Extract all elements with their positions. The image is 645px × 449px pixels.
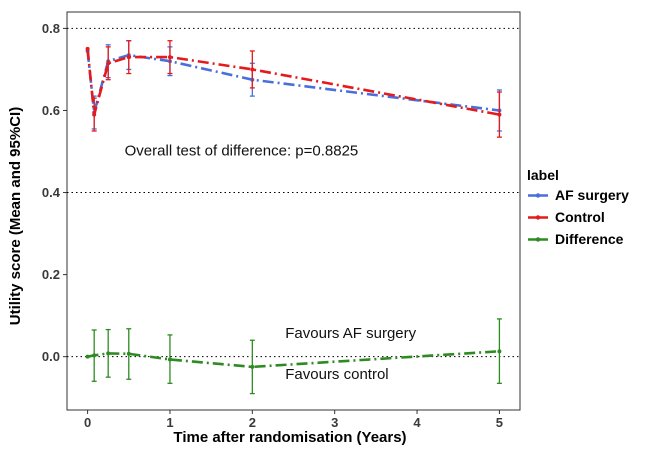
data-point (85, 354, 90, 359)
y-axis: 0.0 0.2 0.4 0.6 0.8 (42, 21, 67, 364)
data-point (106, 61, 111, 66)
legend: label AF surgery Control Difference (527, 167, 629, 247)
y-tick-label: 0.6 (42, 103, 60, 118)
legend-title: label (527, 167, 559, 183)
x-tick-label: 1 (166, 415, 173, 430)
series-control (85, 40, 502, 138)
legend-label: Control (555, 209, 605, 225)
annotations: Overall test of difference: p=0.8825 Favo… (125, 143, 417, 384)
annotation: Overall test of difference: p=0.8825 (125, 143, 359, 160)
y-tick-label: 0.2 (42, 267, 60, 282)
data-point (497, 349, 502, 354)
series-layer (85, 40, 502, 395)
x-tick-label: 2 (249, 415, 256, 430)
data-point (167, 55, 172, 60)
y-tick-label: 0.0 (42, 349, 60, 364)
data-point (92, 112, 97, 117)
data-point (92, 353, 97, 358)
y-axis-title: Utility score (Mean and 95%CI) (7, 107, 24, 325)
data-point (126, 55, 131, 60)
series-difference (85, 318, 502, 395)
x-tick-label: 0 (84, 415, 91, 430)
annotation: Favours AF surgery (285, 325, 416, 342)
data-point (250, 67, 255, 72)
data-point (497, 112, 502, 117)
data-point (85, 46, 90, 51)
y-tick-label: 0.4 (42, 185, 61, 200)
legend-label: AF surgery (555, 187, 629, 203)
data-point (106, 351, 111, 356)
legend-key-point (535, 215, 541, 220)
x-tick-label: 4 (413, 415, 421, 430)
data-point (250, 364, 255, 369)
x-tick-label: 5 (496, 415, 503, 430)
data-point (167, 357, 172, 362)
legend-items: AF surgery Control Difference (528, 187, 629, 247)
reference-lines (67, 27, 520, 358)
legend-key-point (535, 193, 541, 198)
x-axis: 0 1 2 3 4 5 (84, 410, 503, 430)
y-tick-label: 0.8 (42, 21, 60, 36)
x-tick-label: 3 (331, 415, 338, 430)
legend-label: Difference (555, 231, 624, 247)
x-axis-title: Time after randomisation (Years) (173, 429, 406, 446)
annotation: Favours control (285, 366, 388, 383)
legend-key-point (535, 237, 541, 242)
data-point (126, 351, 131, 356)
plot-panel (66, 11, 521, 411)
